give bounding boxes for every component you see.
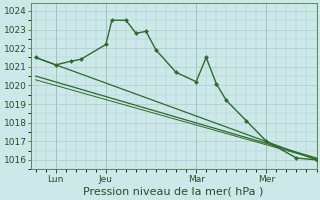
X-axis label: Pression niveau de la mer( hPa ): Pression niveau de la mer( hPa ) [84,187,264,197]
